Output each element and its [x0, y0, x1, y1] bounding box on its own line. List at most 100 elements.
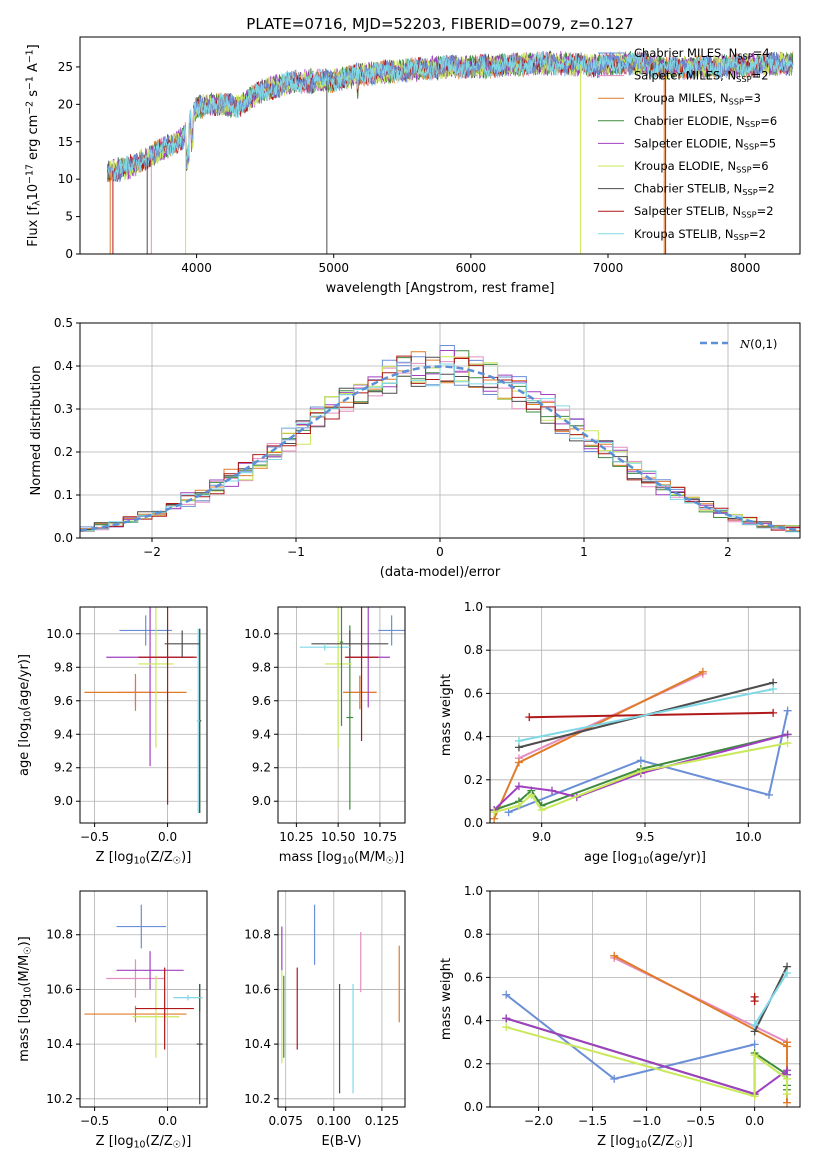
x-tick-label: 0.075: [269, 1114, 303, 1128]
series-marker: [514, 758, 523, 767]
x-tick-label: −1.0: [632, 1114, 661, 1128]
y-tick-label: 0.2: [54, 445, 73, 459]
figure-title: PLATE=0716, MJD=52203, FIBERID=0079, z=0…: [246, 15, 633, 33]
y-tick-label: 10.6: [244, 982, 271, 996]
axes-frame: [79, 606, 208, 824]
y-tick-label: 0.6: [464, 970, 483, 984]
x-tick-label: 0.0: [158, 1114, 177, 1128]
y-tick-label: 5: [65, 210, 73, 224]
series-marker: [783, 730, 792, 739]
frame-spectrum: 4000 5000 6000 7000 8000 0 5 10 15 20 25 wavelength…: [24, 36, 801, 296]
series-marker: [490, 808, 499, 817]
y-tick-label: 10.6: [46, 982, 73, 996]
y-tick-label: 0.8: [464, 927, 483, 941]
y-tick-label: 9.4: [54, 727, 73, 741]
series-marker: [527, 790, 536, 799]
legend-entry: Salpeter STELIB, NSSP=2: [634, 204, 774, 219]
y-axis-label: Flux [fλ10−17 erg cm−2 s−1 A−1]: [24, 44, 42, 246]
y-tick-label: 9.6: [252, 694, 271, 708]
y-tick-label: 0.0: [54, 531, 73, 545]
y-tick-label: 0.1: [54, 488, 73, 502]
x-axis-label: wavelength [Angstrom, rest frame]: [326, 281, 555, 296]
x-axis-label: Z [log10(Z/Z☉)]: [96, 850, 192, 867]
series-marker: [769, 708, 778, 717]
y-tick-label: 10.0: [244, 627, 271, 641]
series-marker: [610, 951, 619, 960]
series-marker: [698, 667, 707, 676]
frame-age_vs_Z: −0.5 0.0 9.0 9.2 9.4 9.6 9.8 10.0 Z [log10(Z/Z☉)…: [17, 606, 208, 867]
series-marker: [610, 1074, 619, 1083]
series-marker: [537, 806, 546, 815]
legend-entry: Salpeter MILES, NSSP=2: [634, 69, 769, 84]
x-tick-label: 0.0: [745, 1114, 764, 1128]
y-tick-label: 0.3: [54, 402, 73, 416]
y-tick-label: 10.4: [244, 1037, 271, 1051]
y-tick-label: 0.4: [464, 730, 483, 744]
series-marker: [750, 1020, 759, 1029]
series-marker: [783, 706, 792, 715]
series-line: [518, 688, 774, 742]
axes-frame: [79, 890, 208, 1108]
series-marker: [783, 1074, 792, 1083]
legend-entry: Chabrier STELIB, NSSP=2: [634, 182, 775, 197]
y-tick-label: 0.5: [54, 316, 73, 330]
axes-massweight_vs_age: 9.0 9.5 10.0 0.0 0.2 0.4 0.6 0.8 1.0 age [log10(a…: [439, 600, 801, 867]
series-marker: [750, 1040, 759, 1049]
normal-curve: [80, 365, 800, 532]
axes-age_vs_mass: 10.25 10.50 10.75 9.0 9.2 9.4 9.6 9.8 10.0 mass […: [244, 606, 406, 867]
legend-entry: Kroupa STELIB, NSSP=2: [634, 227, 766, 242]
legend-entry: N(0,1): [739, 337, 777, 351]
series-marker: [783, 1038, 792, 1047]
series-line: [493, 733, 788, 811]
series-marker: [514, 736, 523, 745]
x-tick-label: 0.100: [317, 1114, 351, 1128]
y-tick-label: 15: [58, 135, 73, 149]
y-tick-label: 9.8: [252, 660, 271, 674]
plot-area-age_vs_Z: [80, 607, 207, 823]
series-marker: [783, 1090, 792, 1099]
y-tick-label: 0.2: [464, 773, 483, 787]
series-marker: [502, 1023, 511, 1032]
y-tick-label: 9.4: [252, 727, 271, 741]
axes-mass_vs_Z: −0.5 0.0 10.2 10.4 10.6 10.8 Z [log10(Z/Z☉)] ma…: [17, 890, 208, 1151]
series-marker: [525, 713, 534, 722]
y-axis-label: mass [log10(M/M☉)]: [17, 936, 34, 1062]
x-tick-label: −1.5: [578, 1114, 607, 1128]
x-tick-label: 0.125: [365, 1114, 399, 1128]
x-tick-label: 5000: [318, 261, 349, 275]
series-line: [753, 972, 788, 1026]
axes-residual_hist: −2 −1 0 1 2 0.0 0.1 0.2 0.3 0.4 0.5 (data-model)/er…: [29, 316, 801, 580]
series-marker: [783, 739, 792, 748]
x-tick-label: 8000: [730, 261, 761, 275]
plot-area-age_vs_mass: [278, 607, 405, 823]
y-tick-label: 25: [58, 60, 73, 74]
y-tick-label: 0.0: [464, 816, 483, 830]
y-axis-label: age [log10(age/yr)]: [17, 654, 34, 776]
frame-massweight_vs_age: 9.0 9.5 10.0 0.0 0.2 0.4 0.6 0.8 1.0 age [log10(a…: [439, 600, 801, 867]
x-tick-label: 2: [724, 545, 732, 559]
series-marker: [504, 808, 513, 817]
x-tick-label: 10.0: [735, 830, 762, 844]
legend-entry: Kroupa ELODIE, NSSP=6: [634, 159, 769, 174]
series-line: [508, 710, 789, 814]
plot-area-residual_hist: [80, 323, 800, 538]
y-tick-label: 9.2: [252, 761, 271, 775]
y-tick-label: 9.6: [54, 694, 73, 708]
axes-massweight_vs_Z: −2.0 −1.5 −1.0 −0.5 0.0 0.0 0.2 0.4 0.6 0.8 1.0 Z […: [439, 884, 801, 1151]
histogram-step: [80, 350, 800, 530]
plot-area-massweight_vs_Z: [490, 891, 800, 1107]
series-marker: [636, 756, 645, 765]
y-axis-label: Normed distribution: [29, 366, 44, 496]
x-tick-label: −0.5: [80, 1114, 109, 1128]
x-tick-label: −0.5: [80, 830, 109, 844]
spectrum-line: [107, 51, 794, 181]
y-tick-label: 9.8: [54, 660, 73, 674]
y-tick-label: 0: [65, 247, 73, 261]
y-tick-label: 1.0: [464, 884, 483, 898]
y-tick-label: 9.2: [54, 761, 73, 775]
series-marker: [750, 992, 759, 1001]
x-axis-label: mass [log10(M/M☉)]: [279, 850, 405, 867]
series-marker: [514, 801, 523, 810]
y-tick-label: 0.0: [464, 1100, 483, 1114]
y-axis-label: mass weight: [439, 958, 454, 1040]
